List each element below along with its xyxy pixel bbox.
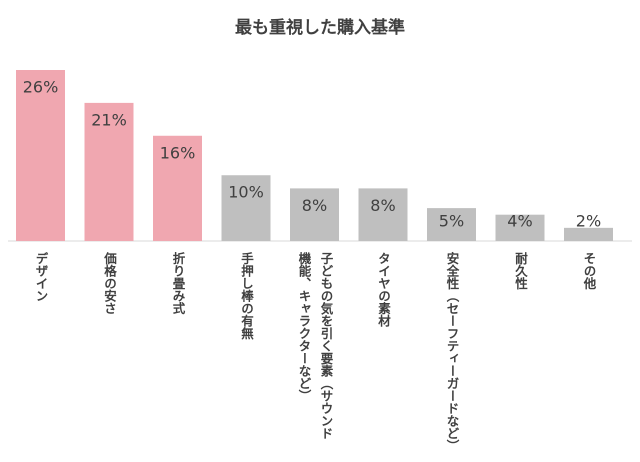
category-box: 安全性（セーフティーガードなど） [427,252,476,452]
value-label: 21% [91,110,127,129]
value-label: 16% [160,143,196,162]
x-tick-label: 折り畳み式 [170,252,186,315]
value-label: 10% [228,183,264,202]
bar [221,175,271,241]
x-tick-label: その他 [581,252,597,290]
bar [84,102,134,241]
category-box: 耐久性 [496,252,545,448]
category-box: 折り畳み式 [153,252,202,448]
bar [358,188,408,241]
x-tick-label: 価格の安さ [102,252,117,315]
bar [290,188,339,241]
value-label: 8% [302,196,327,215]
bar [427,208,476,241]
x-tick-label: デザイン [33,252,49,302]
value-label: 8% [370,196,395,215]
value-label: 2% [576,212,601,231]
category-box: デザイン [16,252,65,448]
category-box: 価格の安さ [85,252,134,448]
x-tick-label: タイヤの素材 [376,252,391,327]
category-box: その他 [564,252,613,448]
category-box: タイヤの素材 [359,252,408,448]
bar [495,214,545,241]
x-tick-label: 安全性（セーフティーガードなど） [444,252,460,452]
x-tick-label: 耐久性 [513,252,528,290]
value-label: 26% [23,78,59,97]
x-tick-label: 手押し棒の有無 [239,252,254,340]
bar [564,227,613,241]
category-box: 子どもの気を引く要素（サウンド機能、キャラクターなど） [290,252,339,448]
chart-title: 最も重視した購入基準 [235,17,405,38]
value-label: 5% [439,212,464,231]
x-tick-label: 子どもの気を引く要素（サウンド機能、キャラクターなど） [296,252,334,440]
bar [153,135,202,241]
value-label: 4% [507,212,532,231]
category-box: 手押し棒の有無 [222,252,271,448]
bar [16,70,65,241]
